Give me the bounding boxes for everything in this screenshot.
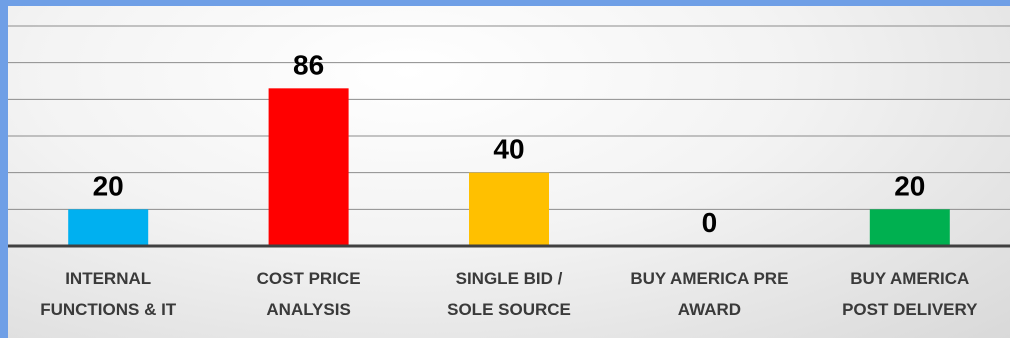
chart-frame: 20 86 40 0 20 INTERNAL FUNCTIONS & IT COST PR…: [8, 6, 1010, 338]
data-label: 40: [493, 134, 524, 165]
category-label: BUY AMERICA PRE AWARD: [630, 269, 789, 319]
gridlines: [8, 25, 1010, 210]
data-label: 0: [702, 207, 718, 238]
data-label: 20: [93, 170, 124, 201]
category-label: SINGLE BID / SOLE SOURCE: [447, 269, 571, 319]
data-labels: 20 86 40 0 20: [93, 49, 926, 238]
category-label: COST PRICE ANALYSIS: [256, 269, 361, 319]
category-label: INTERNAL FUNCTIONS & IT: [40, 269, 177, 319]
bars: [68, 88, 950, 246]
data-label: 86: [293, 49, 324, 80]
bar-chart: 20 86 40 0 20: [8, 25, 1010, 248]
bar: [268, 88, 349, 246]
data-label: 20: [894, 170, 925, 201]
bar: [469, 172, 549, 246]
bar: [869, 209, 950, 246]
bar: [68, 209, 149, 246]
category-label: BUY AMERICA POST DELIVERY: [842, 269, 978, 319]
